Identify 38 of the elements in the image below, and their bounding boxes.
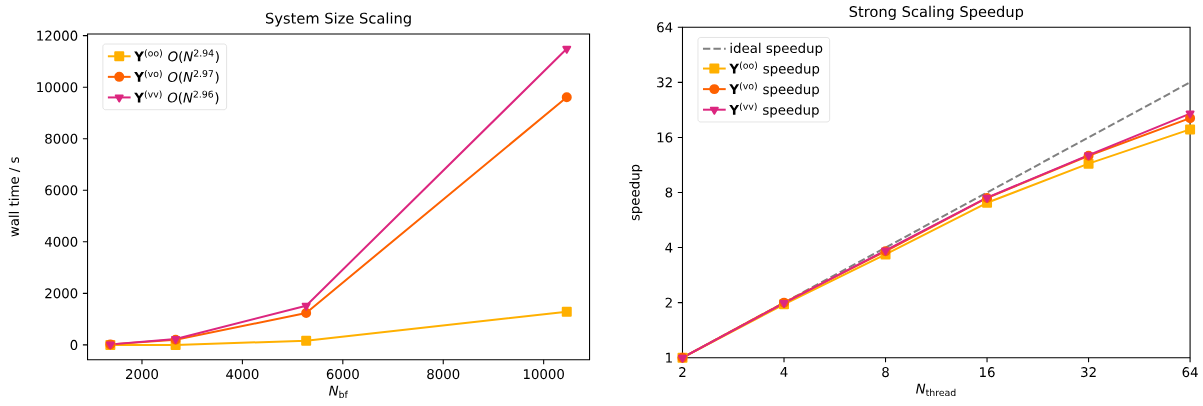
y-tick-label: 12000 bbox=[37, 30, 78, 41]
x-tick-label: 2000 bbox=[126, 369, 159, 380]
x-tick-label: 2 bbox=[679, 367, 686, 378]
x-axis-title: N$_{thread}$ bbox=[916, 383, 956, 397]
y-tick-label: 0 bbox=[70, 339, 78, 351]
x-tick-label: 4000 bbox=[226, 369, 259, 380]
x-tick-label: 8000 bbox=[427, 369, 460, 380]
legend-label: Y$^{(oo)}$ speedup bbox=[729, 61, 820, 77]
y-tick-label: 4 bbox=[665, 242, 673, 253]
x-tick-label: 10000 bbox=[523, 369, 564, 380]
x-tick-label: 64 bbox=[1182, 367, 1198, 378]
legend-label: ideal speedup bbox=[730, 42, 823, 56]
legend-label: Y$^{(vv)}$ speedup bbox=[729, 102, 819, 118]
y-tick-label: 4000 bbox=[44, 236, 78, 247]
y-tick-label: 8 bbox=[665, 187, 673, 198]
y-axis-title: speedup bbox=[629, 164, 643, 221]
y-tick-label: 8000 bbox=[45, 133, 78, 144]
y-tick-label: 16 bbox=[657, 132, 673, 143]
legend-label: Y$^{(vo)}$ speedup bbox=[729, 82, 819, 98]
x-tick-label: 6000 bbox=[326, 369, 359, 380]
y-axis-title: wall time / s bbox=[8, 157, 21, 237]
chart-title: Strong Scaling Speedup bbox=[849, 5, 1024, 21]
legend-label: Y$^{(vv)}$ O(N$^{2.96}$) bbox=[134, 90, 219, 105]
y-tick-label: 2000 bbox=[45, 288, 78, 299]
y-tick-label: 1 bbox=[666, 353, 672, 363]
legend-label: Y$^{(oo)}$ O(N$^{2.94}$) bbox=[134, 49, 219, 64]
y-tick-label: 10000 bbox=[37, 82, 78, 93]
x-axis-title: N$_{bf}$ bbox=[328, 385, 348, 399]
y-tick-label: 32 bbox=[657, 77, 672, 88]
x-tick-label: 32 bbox=[1081, 367, 1096, 378]
x-tick-label: 4 bbox=[780, 367, 788, 377]
y-tick-label: 64 bbox=[657, 22, 673, 33]
y-tick-label: 2 bbox=[665, 297, 672, 308]
x-tick-label: 16 bbox=[980, 367, 995, 378]
y-tick-label: 6000 bbox=[45, 185, 78, 196]
legend-label: Y$^{(vo)}$ O(N$^{2.97}$) bbox=[134, 70, 219, 84]
chart-title: System Size Scaling bbox=[265, 12, 411, 27]
x-tick-label: 8 bbox=[882, 367, 889, 378]
